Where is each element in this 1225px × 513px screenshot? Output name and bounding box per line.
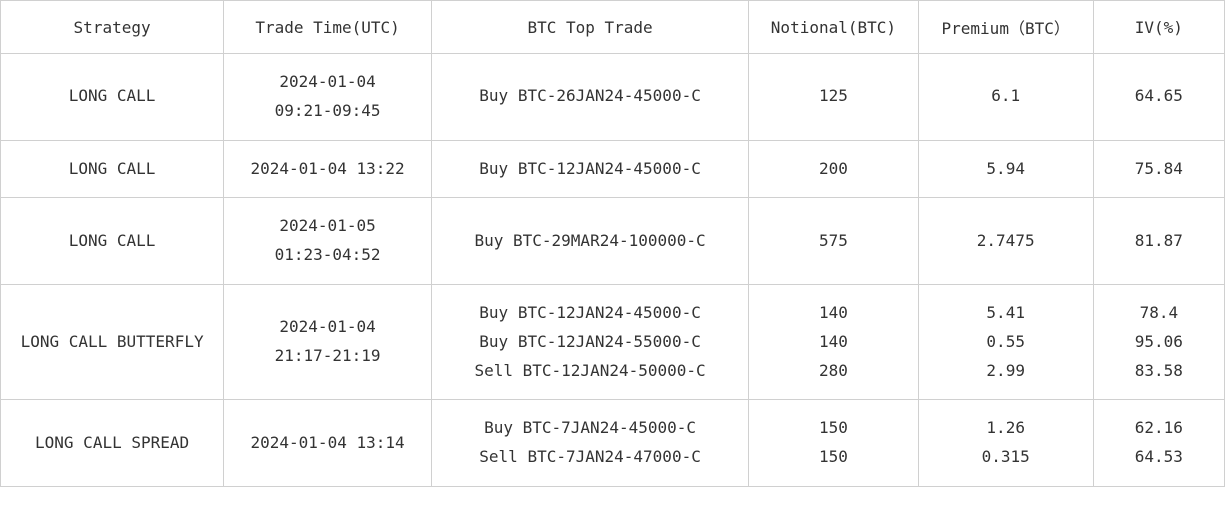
- cell-line: Buy BTC-7JAN24-45000-C: [442, 414, 738, 443]
- cell-line: 78.4: [1104, 299, 1214, 328]
- table-header: Strategy Trade Time(UTC) BTC Top Trade N…: [1, 1, 1225, 54]
- table-row: LONG CALL 2024-01-04 13:22 Buy BTC-12JAN24…: [1, 140, 1225, 198]
- cell-line: LONG CALL: [11, 155, 213, 184]
- cell-tradetime: 2024-01-0501:23-04:52: [224, 198, 432, 285]
- table-row: LONG CALL 2024-01-0409:21-09:45 Buy BTC-26…: [1, 54, 1225, 141]
- cell-line: LONG CALL BUTTERFLY: [11, 328, 213, 357]
- cell-notional: 575: [749, 198, 919, 285]
- table-row: LONG CALL BUTTERFLY 2024-01-0421:17-21:19…: [1, 284, 1225, 399]
- cell-line: 01:23-04:52: [234, 241, 421, 270]
- cell-line: 2024-01-04 13:14: [234, 429, 421, 458]
- cell-line: 150: [759, 443, 908, 472]
- cell-premium: 1.260.315: [918, 400, 1093, 487]
- col-header-premium: Premium（BTC）: [918, 1, 1093, 54]
- cell-line: 140: [759, 299, 908, 328]
- cell-line: 200: [759, 155, 908, 184]
- cell-toptrade: Buy BTC-7JAN24-45000-CSell BTC-7JAN24-47…: [431, 400, 748, 487]
- cell-notional: 125: [749, 54, 919, 141]
- cell-tradetime: 2024-01-0409:21-09:45: [224, 54, 432, 141]
- cell-notional: 200: [749, 140, 919, 198]
- cell-line: 2.7475: [929, 227, 1083, 256]
- cell-line: 575: [759, 227, 908, 256]
- cell-line: 2024-01-04: [234, 313, 421, 342]
- cell-line: 64.65: [1104, 82, 1214, 111]
- cell-tradetime: 2024-01-04 13:22: [224, 140, 432, 198]
- cell-line: 75.84: [1104, 155, 1214, 184]
- cell-line: Buy BTC-12JAN24-45000-C: [442, 155, 738, 184]
- cell-line: 95.06: [1104, 328, 1214, 357]
- cell-notional: 150150: [749, 400, 919, 487]
- cell-line: 2024-01-04: [234, 68, 421, 97]
- cell-line: Buy BTC-12JAN24-55000-C: [442, 328, 738, 357]
- cell-line: 2024-01-05: [234, 212, 421, 241]
- table-body: LONG CALL2024-01-0409:21-09:45Buy BTC-26…: [1, 54, 1225, 487]
- cell-line: 62.16: [1104, 414, 1214, 443]
- col-header-notional: Notional(BTC): [749, 1, 919, 54]
- cell-toptrade: Buy BTC-29MAR24-100000-C: [431, 198, 748, 285]
- cell-tradetime: 2024-01-04 13:14: [224, 400, 432, 487]
- cell-line: Buy BTC-26JAN24-45000-C: [442, 82, 738, 111]
- cell-line: 140: [759, 328, 908, 357]
- cell-line: 81.87: [1104, 227, 1214, 256]
- cell-strategy: LONG CALL SPREAD: [1, 400, 224, 487]
- cell-line: 83.58: [1104, 357, 1214, 386]
- cell-line: 2024-01-04 13:22: [234, 155, 421, 184]
- cell-toptrade: Buy BTC-12JAN24-45000-C: [431, 140, 748, 198]
- cell-premium: 5.94: [918, 140, 1093, 198]
- cell-line: LONG CALL: [11, 82, 213, 111]
- table-row: LONG CALL 2024-01-0501:23-04:52 Buy BTC-29…: [1, 198, 1225, 285]
- cell-line: 5.41: [929, 299, 1083, 328]
- cell-line: 0.315: [929, 443, 1083, 472]
- cell-premium: 5.410.552.99: [918, 284, 1093, 399]
- cell-strategy: LONG CALL: [1, 140, 224, 198]
- cell-line: 09:21-09:45: [234, 97, 421, 126]
- cell-line: 0.55: [929, 328, 1083, 357]
- cell-toptrade: Buy BTC-26JAN24-45000-C: [431, 54, 748, 141]
- cell-iv: 81.87: [1093, 198, 1224, 285]
- cell-line: 150: [759, 414, 908, 443]
- cell-iv: 64.65: [1093, 54, 1224, 141]
- cell-line: 1.26: [929, 414, 1083, 443]
- trades-table: Strategy Trade Time(UTC) BTC Top Trade N…: [0, 0, 1225, 487]
- cell-line: LONG CALL: [11, 227, 213, 256]
- cell-premium: 6.1: [918, 54, 1093, 141]
- cell-iv: 62.1664.53: [1093, 400, 1224, 487]
- table-row: LONG CALL SPREAD 2024-01-04 13:14 Buy BTC-…: [1, 400, 1225, 487]
- cell-line: 6.1: [929, 82, 1083, 111]
- cell-line: LONG CALL SPREAD: [11, 429, 213, 458]
- cell-toptrade: Buy BTC-12JAN24-45000-CBuy BTC-12JAN24-5…: [431, 284, 748, 399]
- cell-strategy: LONG CALL BUTTERFLY: [1, 284, 224, 399]
- cell-iv: 75.84: [1093, 140, 1224, 198]
- cell-iv: 78.495.0683.58: [1093, 284, 1224, 399]
- cell-line: 125: [759, 82, 908, 111]
- cell-line: Buy BTC-12JAN24-45000-C: [442, 299, 738, 328]
- cell-line: 280: [759, 357, 908, 386]
- cell-line: 64.53: [1104, 443, 1214, 472]
- cell-premium: 2.7475: [918, 198, 1093, 285]
- col-header-strategy: Strategy: [1, 1, 224, 54]
- col-header-iv: IV(%): [1093, 1, 1224, 54]
- cell-line: Sell BTC-12JAN24-50000-C: [442, 357, 738, 386]
- cell-strategy: LONG CALL: [1, 198, 224, 285]
- cell-line: Sell BTC-7JAN24-47000-C: [442, 443, 738, 472]
- cell-notional: 140140280: [749, 284, 919, 399]
- cell-line: 5.94: [929, 155, 1083, 184]
- cell-strategy: LONG CALL: [1, 54, 224, 141]
- col-header-tradetime: Trade Time(UTC): [224, 1, 432, 54]
- cell-line: 21:17-21:19: [234, 342, 421, 371]
- col-header-toptrade: BTC Top Trade: [431, 1, 748, 54]
- cell-line: Buy BTC-29MAR24-100000-C: [442, 227, 738, 256]
- cell-line: 2.99: [929, 357, 1083, 386]
- cell-tradetime: 2024-01-0421:17-21:19: [224, 284, 432, 399]
- header-row: Strategy Trade Time(UTC) BTC Top Trade N…: [1, 1, 1225, 54]
